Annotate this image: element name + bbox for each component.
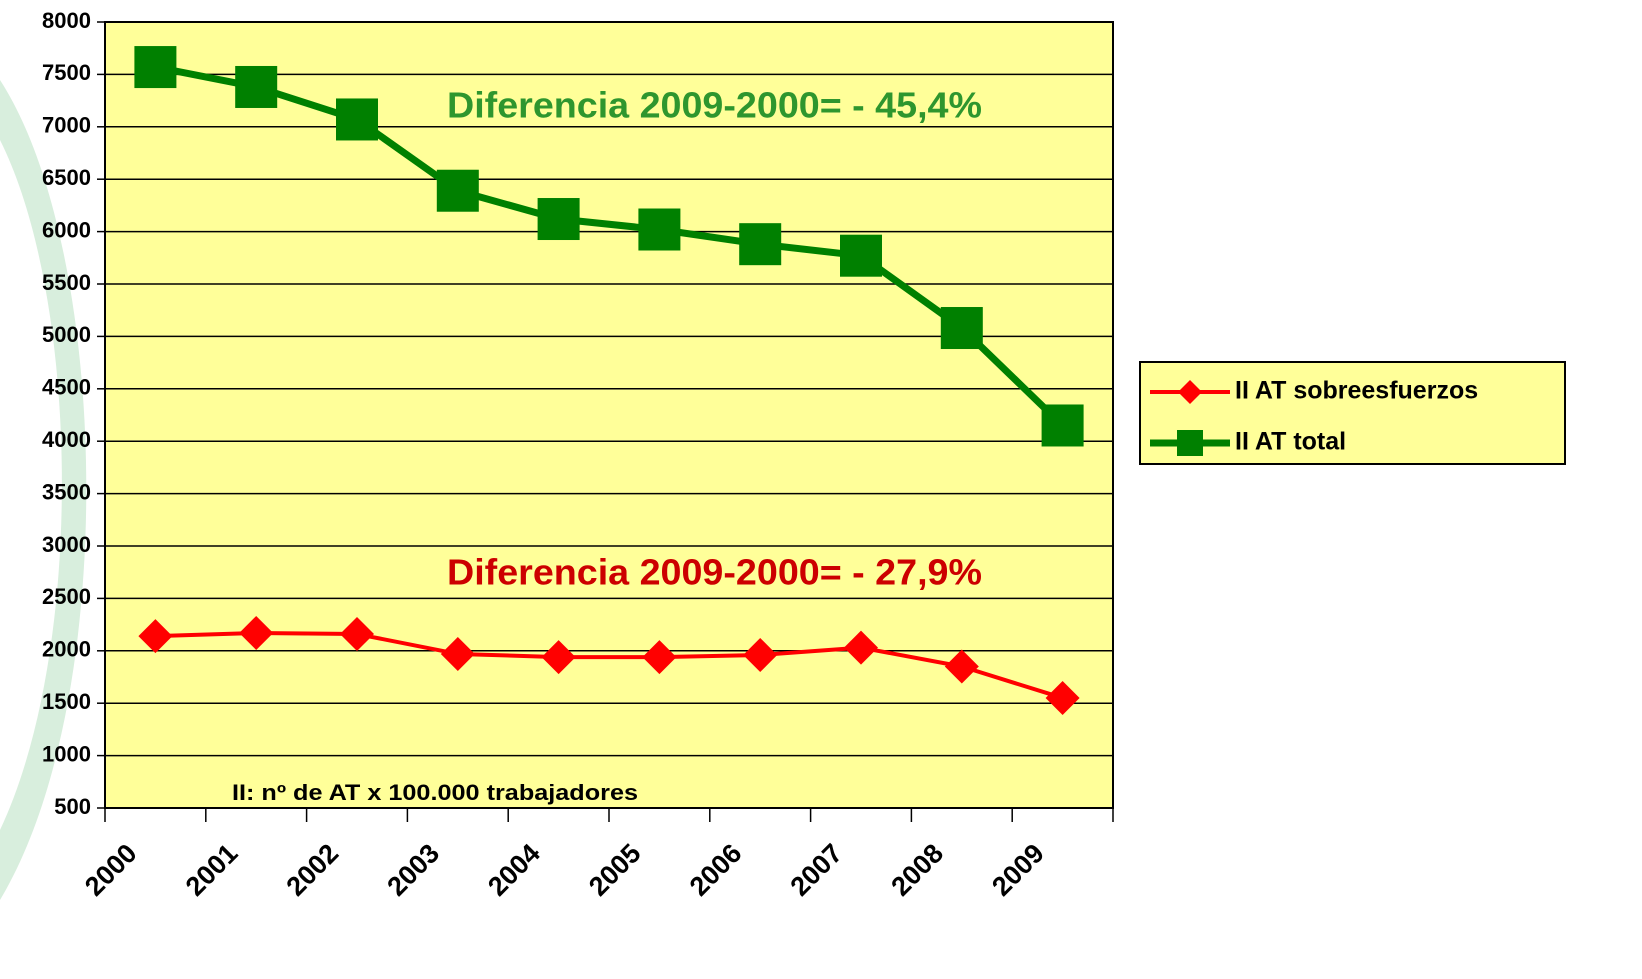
square-marker bbox=[235, 65, 278, 108]
y-tick-label: 5000 bbox=[42, 322, 91, 347]
square-marker bbox=[336, 98, 378, 141]
x-tick-label: 2002 bbox=[281, 838, 345, 902]
square-marker bbox=[1041, 404, 1084, 447]
diamond-marker bbox=[743, 637, 778, 672]
y-tick-label: 1500 bbox=[42, 689, 91, 714]
diamond-marker bbox=[541, 640, 576, 675]
y-tick-label: 6500 bbox=[42, 165, 91, 190]
x-tick-label: 2007 bbox=[785, 838, 849, 902]
y-tick-label: 1000 bbox=[42, 741, 91, 766]
diamond-marker bbox=[239, 615, 274, 650]
diamond-marker bbox=[138, 619, 173, 654]
x-tick-label: 2006 bbox=[684, 838, 748, 902]
y-tick-label: 8000 bbox=[42, 8, 91, 33]
y-tick-label: 500 bbox=[54, 794, 91, 819]
x-tick-label: 2000 bbox=[79, 838, 143, 902]
x-tick-label: 2003 bbox=[381, 838, 445, 902]
annotation: Diferencia 2009-2000= - 45,4% bbox=[447, 85, 982, 126]
series-line bbox=[155, 630, 1064, 700]
diamond-marker bbox=[642, 640, 677, 675]
y-tick-label: 4000 bbox=[42, 427, 91, 452]
x-tick-label: 2009 bbox=[986, 838, 1050, 902]
diamond-marker bbox=[1045, 680, 1080, 715]
y-tick-label: 7500 bbox=[42, 60, 91, 85]
plot-area bbox=[105, 22, 1113, 808]
x-tick-label: 2004 bbox=[482, 838, 546, 902]
y-tick-label: 4500 bbox=[42, 375, 91, 400]
y-tick-label: 3500 bbox=[42, 479, 91, 504]
series-line bbox=[154, 63, 1066, 428]
square-marker bbox=[739, 223, 782, 266]
diamond-marker bbox=[844, 630, 878, 665]
y-tick-label: 3000 bbox=[42, 532, 91, 557]
y-tick-label: 7000 bbox=[42, 113, 91, 138]
x-tick-label: 2008 bbox=[885, 838, 949, 902]
x-tick-label: 2001 bbox=[180, 838, 244, 902]
legend-label: II AT sobreesfuerzos bbox=[1235, 377, 1478, 405]
x-tick-label: 2005 bbox=[583, 838, 647, 902]
square-marker bbox=[940, 307, 983, 350]
diamond-marker bbox=[340, 617, 374, 652]
legend-label: II AT total bbox=[1235, 428, 1346, 456]
legend-marker bbox=[1178, 380, 1202, 404]
diamond-marker bbox=[944, 649, 979, 684]
y-tick-label: 2000 bbox=[42, 637, 91, 662]
square-marker bbox=[537, 198, 580, 241]
square-marker bbox=[638, 208, 681, 251]
annotation: II: nº de AT x 100.000 trabajadores bbox=[232, 780, 638, 805]
background-decoration bbox=[0, 140, 62, 830]
y-tick-label: 5500 bbox=[42, 270, 91, 295]
legend-marker bbox=[1177, 430, 1203, 456]
y-tick-label: 2500 bbox=[42, 584, 91, 609]
annotation: Diferencia 2009-2000= - 27,9% bbox=[447, 552, 982, 593]
y-tick-label: 6000 bbox=[42, 217, 91, 242]
diamond-marker bbox=[440, 636, 475, 671]
square-marker bbox=[436, 169, 479, 212]
square-marker bbox=[134, 46, 177, 89]
square-marker bbox=[840, 234, 882, 277]
legend-box bbox=[1139, 361, 1566, 465]
